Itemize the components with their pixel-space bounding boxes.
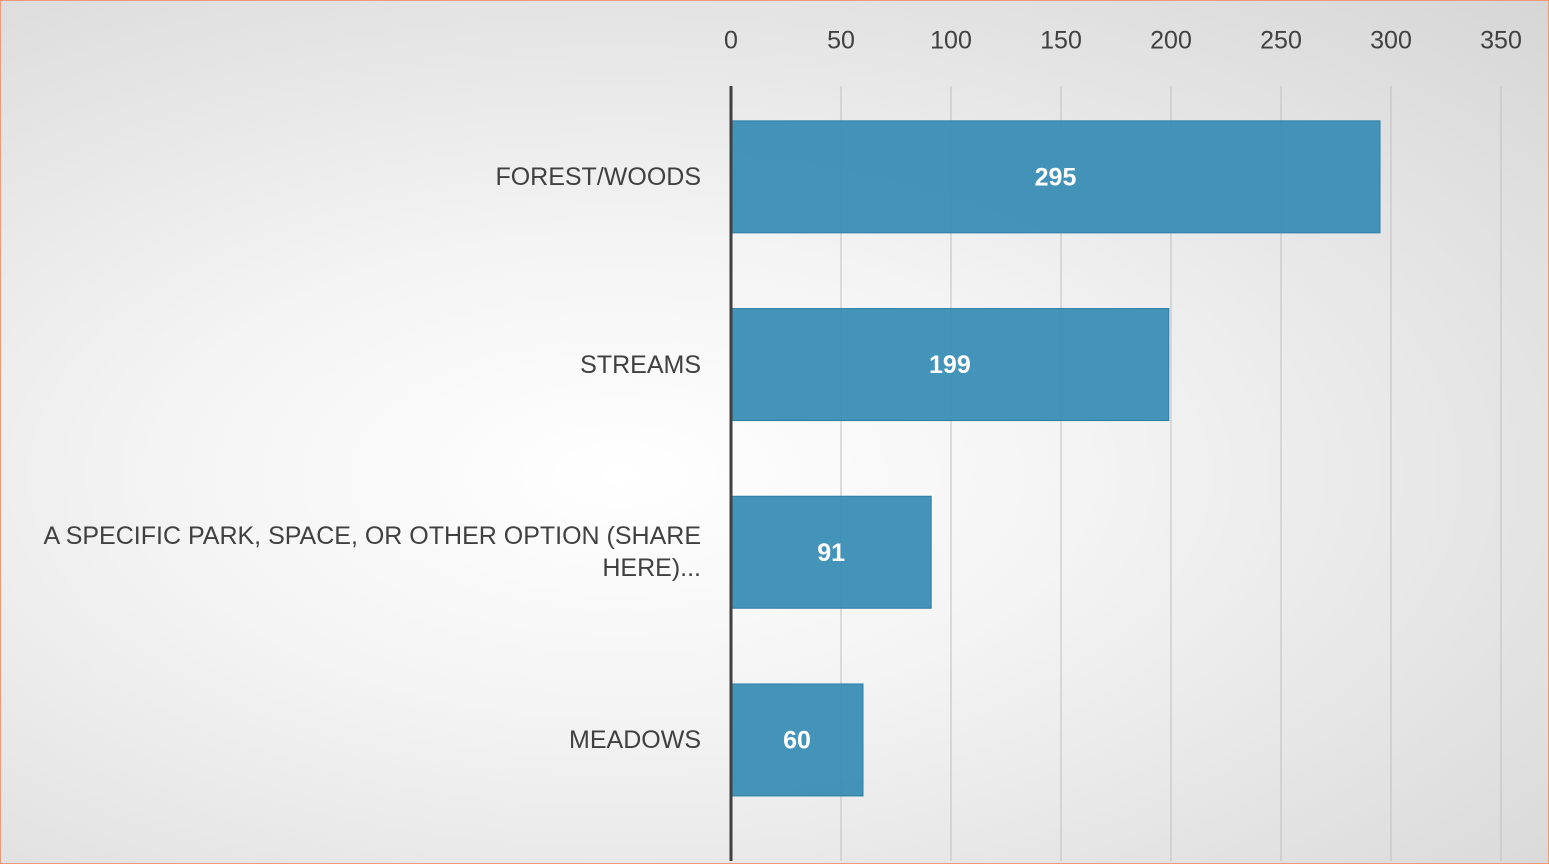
y-tick-label: MEADOWS <box>569 725 701 754</box>
y-tick-label: A SPECIFIC PARK, SPACE, OR OTHER OPTION … <box>43 522 701 583</box>
x-tick-label: 250 <box>1260 27 1302 55</box>
data-label: 91 <box>817 539 845 567</box>
data-label: 295 <box>1035 163 1077 191</box>
data-label: 199 <box>929 351 971 379</box>
y-tick-label: STREAMS <box>580 350 701 379</box>
bar <box>730 495 932 609</box>
data-label: 60 <box>783 727 811 755</box>
x-tick-label: 150 <box>1040 27 1082 55</box>
y-tick-label: FOREST/WOODS <box>495 162 701 191</box>
x-tick-label: 0 <box>724 27 738 55</box>
x-tick-label: 200 <box>1150 27 1192 55</box>
bar <box>730 683 864 797</box>
bar <box>730 308 1170 422</box>
x-tick-label: 100 <box>930 27 972 55</box>
x-tick-label: 300 <box>1370 27 1412 55</box>
x-tick-label: 50 <box>827 27 855 55</box>
bar <box>730 120 1381 234</box>
x-tick-label: 350 <box>1480 27 1522 55</box>
